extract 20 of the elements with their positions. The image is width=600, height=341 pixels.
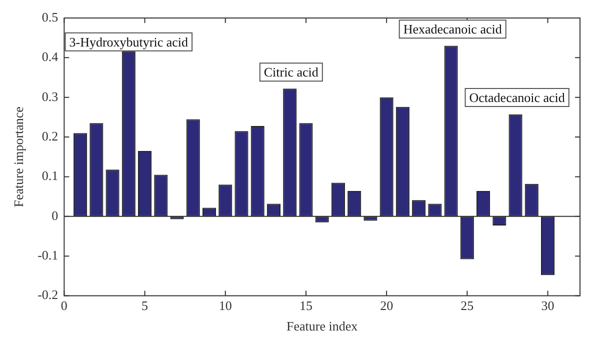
y-tick-label: 0 (52, 208, 58, 223)
x-tick-label: 20 (380, 298, 394, 314)
y-tick-label: -0.2 (38, 287, 58, 302)
x-tick-label: 15 (299, 298, 312, 314)
x-tick-label: 10 (218, 298, 232, 314)
x-tick-label: 30 (541, 298, 554, 314)
y-axis-title: Feature importance (11, 106, 26, 208)
annotation: Hexadecanoic acid (403, 22, 502, 37)
y-tick-label: 0.5 (42, 9, 58, 24)
y-tick-label: 0.2 (42, 128, 58, 144)
x-tick-label: 5 (142, 298, 148, 314)
x-axis-title: Feature index (286, 318, 358, 334)
annotation: Octadecanoic acid (469, 90, 566, 105)
annotation: 3-Hydroxybutyric acid (69, 34, 189, 50)
x-tick-label: 25 (460, 298, 474, 314)
annotation: Citric acid (264, 64, 319, 80)
y-tick-label: -0.1 (38, 248, 58, 263)
y-tick-label: 0.3 (42, 88, 58, 104)
y-tick-label: 0.4 (42, 49, 59, 64)
y-tick-label: 0.1 (42, 168, 58, 184)
